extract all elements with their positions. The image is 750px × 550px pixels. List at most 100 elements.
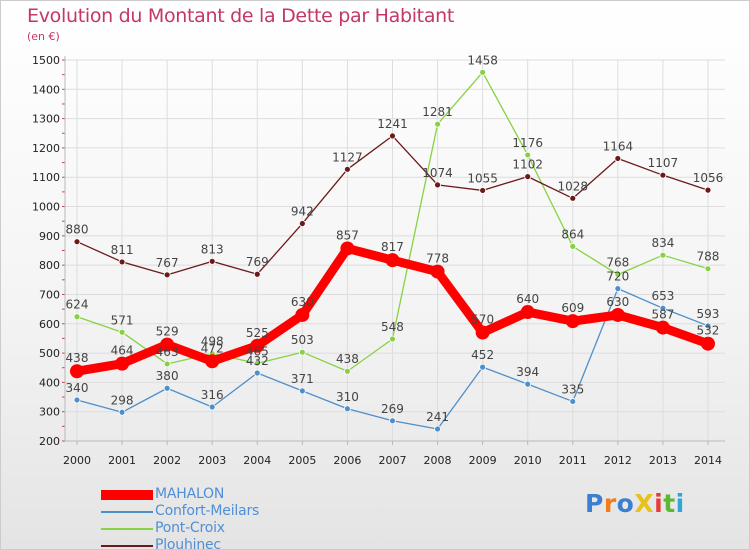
data-label-mahalon: 532 <box>697 324 720 338</box>
data-label-mahalon: 817 <box>381 240 404 254</box>
x-tick-label: 2010 <box>514 454 542 467</box>
y-tick-label: 1400 <box>32 83 60 96</box>
data-label-plouhinec: 1028 <box>557 179 588 193</box>
data-label-confort-meilars: 653 <box>651 289 674 303</box>
data-label-pont-croix: 1281 <box>422 105 453 119</box>
data-label-plouhinec: 1056 <box>693 171 724 185</box>
data-point-pont-croix <box>298 348 306 356</box>
data-point-confort-meilars <box>524 380 532 388</box>
y-tick-label: 1100 <box>32 171 60 184</box>
data-label-pont-croix: 1176 <box>512 136 543 150</box>
x-tick-label: 2008 <box>424 454 452 467</box>
x-tick-label: 2000 <box>63 454 91 467</box>
data-point-confort-meilars <box>208 403 216 411</box>
data-point-confort-meilars <box>434 425 441 433</box>
data-label-confort-meilars: 380 <box>156 369 179 383</box>
data-label-plouhinec: 942 <box>291 205 314 219</box>
legend-label-pont-croix: Pont-Croix <box>155 520 225 536</box>
logo-letter: o <box>616 489 635 518</box>
data-label-mahalon: 464 <box>111 344 134 358</box>
logo-letter: i <box>675 489 685 518</box>
x-tick-label: 2009 <box>469 454 497 467</box>
logo-letter: i <box>654 489 664 518</box>
data-point-plouhinec <box>659 171 667 179</box>
logo-letter: P <box>585 489 604 518</box>
data-label-confort-meilars: 340 <box>66 381 89 395</box>
data-label-confort-meilars: 432 <box>246 354 269 368</box>
data-point-pont-croix <box>479 68 487 76</box>
data-label-confort-meilars: 593 <box>697 307 720 321</box>
legend-swatch-mahalon <box>101 490 153 500</box>
x-tick-label: 2005 <box>288 454 316 467</box>
data-point-mahalon <box>700 336 715 351</box>
data-point-confort-meilars <box>614 285 622 293</box>
data-point-plouhinec <box>298 220 306 227</box>
data-point-plouhinec <box>479 187 487 194</box>
data-point-confort-meilars <box>659 304 667 312</box>
data-label-plouhinec: 767 <box>156 256 179 270</box>
y-tick-label: 200 <box>39 435 60 448</box>
data-label-plouhinec: 1102 <box>512 158 543 172</box>
data-label-confort-meilars: 310 <box>336 390 359 404</box>
data-point-confort-meilars <box>163 384 171 392</box>
data-point-confort-meilars <box>73 396 81 404</box>
data-label-plouhinec: 880 <box>66 223 89 237</box>
y-tick-label: 800 <box>39 259 60 272</box>
data-point-pont-croix <box>118 328 126 336</box>
data-label-plouhinec: 1164 <box>603 139 634 153</box>
data-point-confort-meilars <box>704 322 712 330</box>
data-point-plouhinec <box>569 194 577 202</box>
data-point-confort-meilars <box>118 408 126 416</box>
data-label-pont-croix: 465 <box>246 344 269 358</box>
x-tick-label: 2003 <box>198 454 226 467</box>
data-point-confort-meilars <box>253 369 261 377</box>
x-tick-label: 2012 <box>604 454 632 467</box>
y-unit-label: (en €) <box>27 30 60 43</box>
legend-label-plouhinec: Plouhinec <box>155 537 221 550</box>
y-tick-label: 1500 <box>32 54 60 67</box>
y-tick-label: 1300 <box>32 113 60 126</box>
data-point-confort-meilars <box>389 417 396 425</box>
data-label-mahalon: 438 <box>66 351 89 365</box>
data-point-pont-croix <box>434 120 441 128</box>
data-label-pont-croix: 438 <box>336 352 359 366</box>
data-point-pont-croix <box>163 360 171 368</box>
data-label-mahalon: 778 <box>426 252 449 266</box>
data-point-pont-croix <box>344 367 351 375</box>
legend-swatch-pont-croix <box>101 528 153 530</box>
data-point-mahalon <box>610 307 625 322</box>
data-label-pont-croix: 463 <box>156 345 179 359</box>
data-point-plouhinec <box>163 271 171 279</box>
data-label-mahalon: 587 <box>651 308 674 322</box>
data-label-mahalon: 570 <box>471 313 494 327</box>
logo-letter: r <box>603 489 617 518</box>
data-label-mahalon: 640 <box>516 292 539 306</box>
data-point-pont-croix <box>524 151 532 159</box>
data-label-confort-meilars: 720 <box>606 270 629 284</box>
data-label-confort-meilars: 316 <box>201 388 224 402</box>
data-label-pont-croix: 548 <box>381 320 404 334</box>
data-label-confort-meilars: 269 <box>381 402 404 416</box>
data-label-mahalon: 857 <box>336 228 359 242</box>
data-label-pont-croix: 503 <box>291 333 314 347</box>
data-point-plouhinec <box>208 257 216 265</box>
y-tick-label: 1200 <box>32 142 60 155</box>
data-label-pont-croix: 571 <box>111 313 134 327</box>
y-tick-label: 300 <box>39 406 60 419</box>
data-point-plouhinec <box>704 186 712 194</box>
data-label-confort-meilars: 298 <box>111 393 134 407</box>
data-label-plouhinec: 1055 <box>467 171 498 185</box>
data-point-mahalon <box>250 338 265 353</box>
data-label-plouhinec: 813 <box>201 242 224 256</box>
data-point-plouhinec <box>344 165 351 173</box>
legend-label-confort-meilars: Confort-Meilars <box>155 503 260 519</box>
data-label-confort-meilars: 335 <box>561 382 584 396</box>
data-label-mahalon: 529 <box>156 325 179 339</box>
data-point-confort-meilars <box>344 405 351 413</box>
data-point-mahalon <box>295 307 310 322</box>
data-label-plouhinec: 1107 <box>648 156 679 170</box>
x-tick-label: 2007 <box>378 454 406 467</box>
chart-title: Evolution du Montant de la Dette par Hab… <box>27 5 455 27</box>
data-label-confort-meilars: 371 <box>291 372 314 386</box>
